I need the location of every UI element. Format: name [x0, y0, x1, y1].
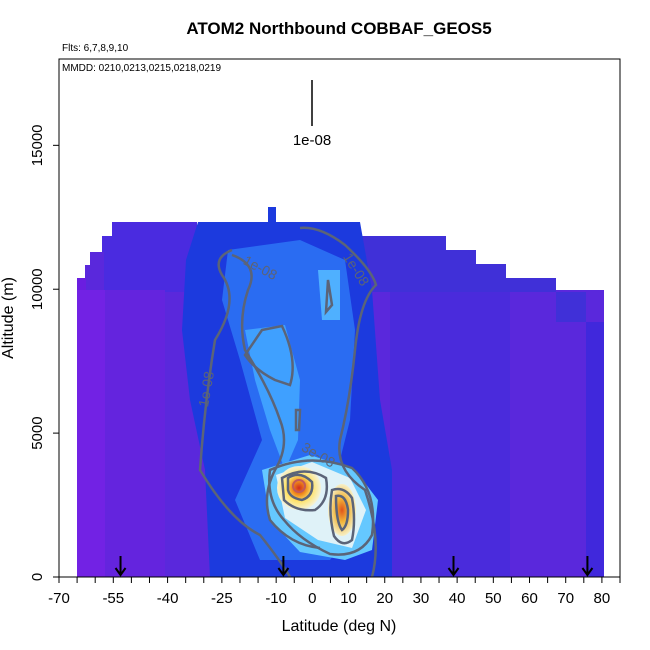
x-tick-label: 30 — [413, 590, 430, 607]
x-tick-label: -10 — [265, 590, 287, 607]
y-axis-label: Altitude (m) — [0, 277, 17, 359]
dates-subtitle: MMDD: 0210,0213,0215,0218,0219 — [62, 63, 221, 74]
heatmap-cell-right-strip — [586, 322, 604, 577]
x-tick-label: 80 — [594, 590, 611, 607]
x-tick-label: 50 — [485, 590, 502, 607]
y-tick-label: 0 — [29, 573, 46, 581]
x-tick-label: 20 — [376, 590, 393, 607]
x-tick-label: -40 — [157, 590, 179, 607]
x-tick-label: 0 — [308, 590, 316, 607]
x-axis-label: Latitude (deg N) — [282, 618, 397, 635]
x-tick-label: 40 — [449, 590, 466, 607]
x-tick-label: 70 — [557, 590, 574, 607]
heatmap-field — [77, 207, 604, 577]
x-tick-label: 60 — [521, 590, 538, 607]
x-tick-label: -55 — [102, 590, 124, 607]
y-tick-label: 5000 — [29, 416, 46, 449]
heatmap-cell-plume-top — [268, 207, 276, 223]
y-axis: 0 5000 10000 15000 — [29, 124, 59, 581]
flights-subtitle: Flts: 6,7,8,9,10 — [62, 43, 129, 54]
y-tick-label: 10000 — [29, 268, 46, 310]
heatmap-cell-upper-right-2 — [446, 250, 476, 292]
x-axis: -70 -55 -40 -25 -10 0 10 20 30 40 50 60 70 80 — [48, 577, 620, 607]
heatmap-cell-upper-right-5 — [556, 292, 586, 322]
heatmap-cell-upper-left-4 — [85, 265, 93, 292]
heatmap-cell-left-strip — [77, 290, 107, 577]
heatmap-cell-upper-right — [360, 236, 446, 292]
y-tick-label: 15000 — [29, 124, 46, 166]
heatmap-cell-upper-right-3 — [476, 264, 506, 292]
x-tick-label: -25 — [211, 590, 233, 607]
legend-key-label: 1e-08 — [293, 132, 331, 149]
x-tick-label: 10 — [340, 590, 357, 607]
chart-title: ATOM2 Northbound COBBAF_GEOS5 — [186, 19, 491, 38]
heatmap-cell-upper-left — [112, 222, 197, 292]
heatmap-cell-mid-right — [390, 292, 510, 577]
heatmap-cell-mid-left — [105, 290, 165, 577]
x-tick-label: -70 — [48, 590, 70, 607]
heatmap-cell-upper-right-4 — [506, 278, 556, 292]
heatmap-cell-upper-left-5 — [77, 278, 86, 292]
